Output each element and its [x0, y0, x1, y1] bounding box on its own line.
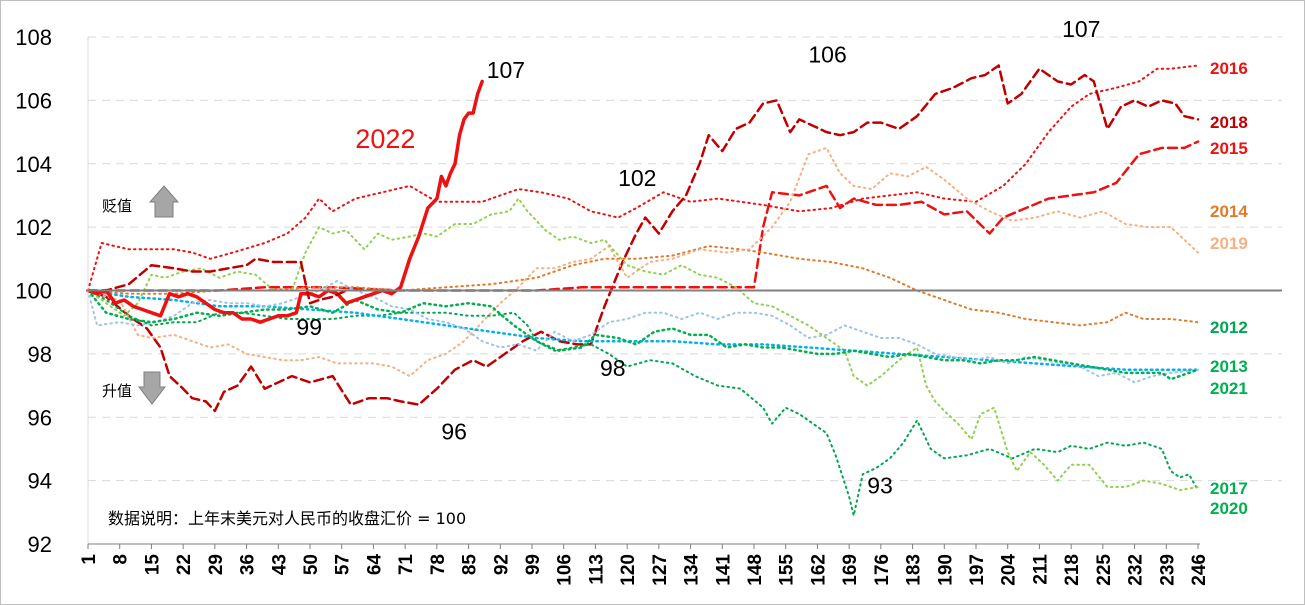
arrow-down-icon	[137, 371, 167, 405]
x-tick-label: 162	[808, 554, 829, 586]
axes: 92 94 96 98 100 102 104 106 108 1 8 15 22 29 36 43 50 57 6…	[15, 25, 1282, 586]
annotation-value: 102	[618, 165, 656, 191]
annotation-value: 99	[296, 314, 322, 340]
series-label-2018: 2018	[1210, 113, 1248, 132]
y-tick-label: 104	[15, 152, 52, 177]
data-note: 数据说明：上年末美元对人民币的收盘汇价 = 100	[108, 509, 466, 528]
x-tick-label: 211	[1030, 554, 1051, 585]
annotations: 2016 2018 2015 2014 2019 2012 2017 2013 2021 2020…	[296, 16, 1248, 518]
series-label-2017: 2017	[1210, 479, 1248, 498]
annotation-year-2022: 2022	[355, 124, 415, 154]
x-tick-label: 71	[396, 554, 417, 576]
y-tick-label: 102	[15, 215, 52, 240]
x-tick-label: 183	[904, 554, 925, 586]
annotation-value: 107	[1062, 16, 1100, 42]
y-tick-label: 108	[15, 25, 52, 50]
x-tick-label: 78	[428, 554, 449, 575]
series-label-2014: 2014	[1210, 202, 1248, 221]
annotation-value: 107	[487, 57, 525, 83]
x-tick-label: 29	[206, 554, 227, 575]
x-tick-label: 218	[1062, 554, 1083, 586]
x-tick-label: 43	[269, 554, 290, 575]
x-tick-label: 64	[364, 554, 385, 576]
series-line-2020	[86, 289, 1200, 381]
appreciation-label: 升值	[102, 382, 132, 400]
x-tick-label: 15	[142, 554, 163, 576]
x-tick-label: 106	[555, 554, 576, 586]
y-tick-label: 98	[28, 342, 52, 367]
x-tick-label: 92	[491, 554, 512, 575]
x-tick-label: 225	[1094, 554, 1115, 586]
x-tick-label: 232	[1126, 554, 1147, 586]
x-tick-label: 120	[618, 554, 639, 586]
x-tick-label: 197	[967, 554, 988, 586]
annotation-value: 96	[441, 418, 467, 444]
depreciation-label: 贬值	[102, 197, 132, 215]
series-label-2019: 2019	[1210, 234, 1248, 253]
annotation-value: 93	[867, 472, 893, 498]
series-label-2020: 2020	[1210, 499, 1248, 518]
x-tick-label: 8	[111, 554, 132, 565]
y-tick-label: 100	[15, 279, 52, 304]
arrow-up-icon	[148, 185, 180, 218]
x-tick-label: 36	[238, 554, 259, 575]
series-line-2019	[87, 146, 1199, 378]
series-label-2013: 2013	[1210, 357, 1248, 376]
series-line-2013	[86, 289, 1200, 371]
appreciation-marker: 升值	[102, 371, 167, 405]
series-label-2012: 2012	[1210, 318, 1248, 337]
series-label-2015: 2015	[1210, 139, 1248, 158]
y-tick-label: 92	[28, 532, 52, 557]
x-tick-label: 57	[333, 554, 354, 575]
series-line-2019-early-dashed	[86, 257, 348, 305]
x-tick-label: 148	[745, 554, 766, 586]
depreciation-marker: 贬值	[102, 185, 180, 218]
x-tick-label: 176	[872, 554, 893, 586]
series-label-2016: 2016	[1210, 59, 1248, 78]
y-tick-label: 106	[15, 88, 52, 113]
x-tick-label: 85	[460, 554, 481, 576]
x-tick-label: 127	[650, 554, 671, 586]
y-tick-label: 96	[28, 405, 52, 430]
series-line-2012	[87, 289, 1199, 517]
x-tick-label: 99	[523, 554, 544, 575]
series-line-2021	[87, 280, 1199, 384]
x-tick-label: 246	[1189, 554, 1210, 586]
x-tick-label: 141	[713, 554, 734, 586]
annotation-value: 98	[600, 355, 626, 381]
x-tick-label: 190	[935, 554, 956, 586]
x-tick-label: 204	[999, 554, 1020, 586]
x-tick-label: 134	[682, 554, 703, 586]
x-tick-label: 169	[840, 554, 861, 586]
x-tick-label: 239	[1157, 554, 1178, 586]
series-line-2018	[86, 64, 1200, 413]
x-tick-label: 22	[174, 554, 195, 575]
gridlines	[88, 36, 1282, 482]
series-label-2021: 2021	[1210, 379, 1248, 398]
annotation-value: 106	[808, 41, 846, 67]
series-line-2015	[86, 140, 1200, 292]
series-line-2022	[86, 79, 484, 324]
series-line-2016	[87, 64, 1199, 292]
x-tick-label: 155	[777, 554, 798, 586]
x-tick-label: 1	[79, 554, 100, 565]
x-tick-label: 50	[301, 554, 322, 575]
y-tick-label: 94	[28, 469, 52, 494]
x-tick-label: 113	[586, 554, 607, 585]
